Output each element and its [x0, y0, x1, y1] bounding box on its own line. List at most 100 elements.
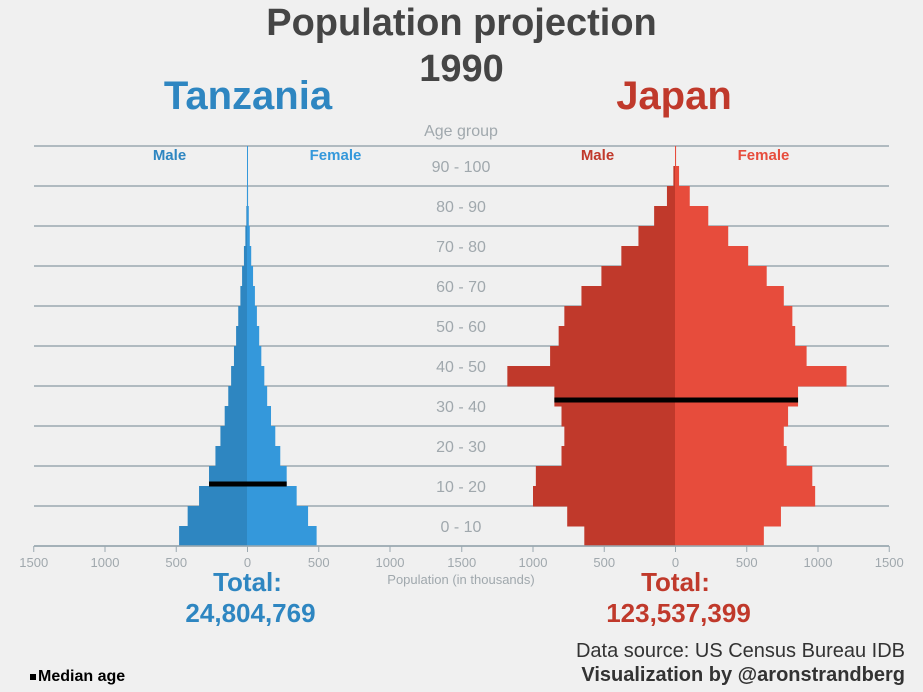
- x-tick-label: 1000: [376, 555, 405, 570]
- female-bar: [247, 226, 250, 247]
- male-bar: [507, 366, 676, 387]
- male-bar: [638, 226, 676, 247]
- male-bar: [231, 366, 248, 387]
- total-value: 24,804,769: [185, 598, 315, 628]
- visualization-credit-text: Visualization by @aronstrandberg: [581, 664, 905, 686]
- male-bar: [564, 306, 676, 327]
- median-age-legend-label: Median age: [38, 668, 126, 685]
- x-tick-label: 1000: [519, 555, 548, 570]
- female-bar: [247, 306, 257, 327]
- age-group-label: 20 - 30: [436, 439, 486, 456]
- median-age-swatch: [30, 673, 36, 680]
- female-bar: [675, 426, 784, 447]
- male-bar: [215, 446, 248, 467]
- male-bar: [233, 346, 248, 367]
- female-bar: [247, 366, 265, 387]
- female-bar: [247, 386, 268, 407]
- female-bar: [675, 226, 729, 247]
- female-bar: [675, 346, 807, 367]
- female-bar: [247, 326, 260, 347]
- female-bar: [247, 446, 281, 467]
- data-source-text: Data source: US Census Bureau IDB: [575, 640, 905, 662]
- x-axis-label: Population (in thousands): [387, 572, 534, 587]
- female-label: Female: [310, 147, 362, 164]
- male-bar: [584, 526, 676, 547]
- male-bar: [550, 346, 676, 367]
- x-tick-label: 500: [736, 555, 758, 570]
- female-bar: [675, 406, 789, 427]
- title-line-1: Population projection: [266, 2, 657, 44]
- male-bar: [554, 386, 676, 407]
- median-age-line: [209, 481, 287, 487]
- age-group-label: 90 - 100: [432, 159, 491, 176]
- male-bar: [228, 386, 248, 407]
- female-bar: [247, 506, 309, 527]
- male-label: Male: [581, 147, 614, 164]
- male-bar: [179, 526, 248, 547]
- male-bar: [242, 266, 248, 287]
- age-group-axis-label: Age group: [424, 123, 498, 140]
- female-bar: [675, 366, 847, 387]
- female-bar: [675, 166, 680, 187]
- female-bar: [675, 186, 690, 207]
- female-bar: [675, 446, 787, 467]
- age-group-label: 30 - 40: [436, 399, 486, 416]
- median-age-legend: Median age: [30, 668, 125, 686]
- female-bar: [675, 326, 796, 347]
- total-value: 123,537,399: [606, 598, 751, 628]
- female-bar: [247, 426, 276, 447]
- male-bar: [236, 326, 248, 347]
- median-age-line: [554, 397, 799, 403]
- x-tick-label: 1000: [91, 555, 120, 570]
- age-group-label: 0 - 10: [441, 519, 482, 536]
- male-bar: [564, 426, 676, 447]
- x-tick-label: 0: [672, 555, 679, 570]
- chart-title: Population projection 1990: [0, 0, 923, 92]
- female-bar: [675, 246, 749, 267]
- female-bar: [247, 266, 254, 287]
- male-bar: [245, 226, 248, 247]
- male-bar: [567, 506, 676, 527]
- female-bar: [675, 526, 764, 547]
- x-tick-label: 1500: [447, 555, 476, 570]
- age-group-label: 50 - 60: [436, 319, 486, 336]
- female-bar: [675, 506, 781, 527]
- female-bar: [675, 386, 799, 407]
- female-bar: [247, 486, 297, 507]
- x-tick-label: 1000: [804, 555, 833, 570]
- female-bar: [675, 486, 816, 507]
- female-bar: [247, 246, 252, 267]
- male-bar: [209, 466, 248, 487]
- male-bar: [621, 246, 676, 267]
- male-bar: [558, 326, 676, 347]
- x-tick-label: 1500: [875, 555, 904, 570]
- country-title-japan: Japan: [616, 74, 732, 118]
- male-bar: [666, 186, 676, 207]
- male-bar: [246, 206, 248, 227]
- male-bar: [601, 266, 676, 287]
- male-bar: [199, 486, 248, 507]
- female-bar: [247, 286, 255, 307]
- title-line-2: 1990: [419, 48, 504, 90]
- female-bar: [675, 306, 793, 327]
- female-bar: [675, 206, 709, 227]
- age-group-label: 80 - 90: [436, 199, 486, 216]
- age-group-label: 40 - 50: [436, 359, 486, 376]
- female-bar: [247, 466, 287, 487]
- male-bar: [535, 466, 676, 487]
- country-title-tanzania: Tanzania: [163, 74, 333, 118]
- female-label: Female: [738, 147, 790, 164]
- age-group-label: 60 - 70: [436, 279, 486, 296]
- female-bar: [247, 346, 262, 367]
- male-bar: [224, 406, 248, 427]
- x-tick-label: 500: [593, 555, 615, 570]
- male-bar: [238, 306, 248, 327]
- male-bar: [654, 206, 676, 227]
- x-tick-label: 500: [308, 555, 330, 570]
- total-label: Total:: [641, 567, 710, 597]
- male-bar: [673, 166, 676, 187]
- male-bar: [533, 486, 676, 507]
- female-bar: [675, 286, 784, 307]
- age-group-label: 70 - 80: [436, 239, 486, 256]
